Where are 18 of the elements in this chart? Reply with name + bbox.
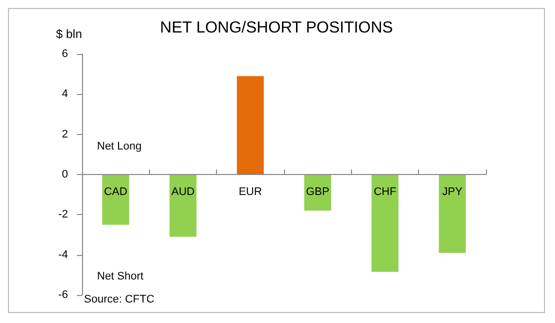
- annotation: Net Long: [97, 140, 142, 152]
- y-tick-label: -4: [58, 248, 68, 261]
- annotation: Net Short: [97, 270, 144, 282]
- y-tick-label: 6: [62, 48, 68, 60]
- x-tick-label: JPY: [442, 186, 464, 198]
- y-tick-label: -2: [58, 208, 68, 221]
- x-tick-label: EUR: [238, 186, 262, 198]
- x-tick-label: CHF: [374, 186, 397, 198]
- x-tick-label: CAD: [104, 186, 128, 198]
- x-tick-label: AUD: [171, 186, 195, 198]
- y-tick-label: 0: [62, 168, 68, 180]
- y-axis-title: $ bln: [56, 27, 82, 41]
- y-tick-label: 4: [62, 88, 68, 100]
- chart-title: NET LONG/SHORT POSITIONS: [160, 20, 393, 36]
- annotation: Source: CFTC: [84, 294, 154, 306]
- y-tick-label: -6: [58, 289, 68, 301]
- y-tick-label: 2: [62, 128, 68, 140]
- x-tick-label: GBP: [306, 186, 330, 198]
